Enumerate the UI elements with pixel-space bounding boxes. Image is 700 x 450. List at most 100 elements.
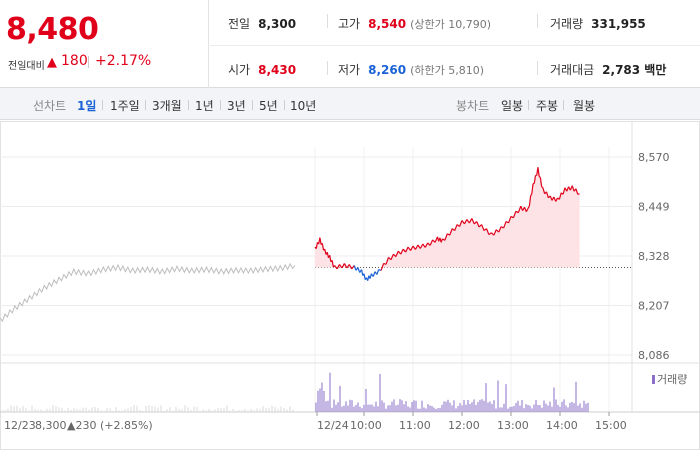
price-segment	[331, 260, 334, 268]
x-tick-label: 10:00	[350, 419, 382, 432]
price-segment	[315, 242, 319, 249]
divider	[252, 100, 253, 110]
up-arrow-icon: ▲	[47, 55, 57, 70]
stat-low: 저가 8,260 (하한가 5,810)	[338, 61, 484, 78]
price-segment	[562, 187, 566, 195]
price-segment	[449, 228, 453, 236]
price-segment	[512, 211, 517, 219]
price-segment	[321, 243, 325, 251]
price-segment	[527, 205, 530, 209]
price-segment	[553, 196, 557, 202]
price-segment	[360, 269, 364, 276]
price-segment	[555, 197, 559, 202]
stat-prev-close: 전일 8,300	[228, 15, 296, 32]
price-segment	[539, 177, 543, 187]
price-segment	[319, 237, 322, 245]
stat-value: 8,260	[368, 63, 407, 77]
stat-amount: 거래대금 2,783 백만	[550, 61, 666, 78]
stat-label: 고가	[338, 17, 361, 31]
x-tick-label: 12/24	[317, 419, 349, 432]
stat-label: 저가	[338, 63, 361, 77]
price-segment	[461, 220, 465, 225]
prev-day-line	[0, 262, 296, 323]
price-segment	[528, 195, 532, 207]
tab-10-years[interactable]: 10년	[290, 99, 317, 113]
tab-monthly-candle[interactable]: 월봉	[573, 99, 596, 113]
tab-3-years[interactable]: 3년	[227, 99, 246, 113]
price-segment	[357, 267, 361, 273]
quote-header: 8,480 전일대비 ▲ 180 +2.17% 전일 8,300 고가 8,540(…	[0, 0, 700, 88]
tab-1-day[interactable]: 1일	[77, 99, 97, 113]
price-segment	[346, 264, 350, 269]
volume-legend-swatch	[652, 375, 655, 384]
divider	[102, 100, 103, 110]
price-segment	[434, 236, 439, 243]
upper-limit: (상한가 10,790)	[410, 18, 491, 31]
price-segment	[488, 232, 492, 236]
price-segment	[341, 263, 345, 269]
stat-label: 전일	[228, 17, 251, 31]
price-segment	[385, 257, 390, 265]
chart-tab-bar: 선차트 1일 1주일 3개월 1년 3년 5년 10년 봉차트 일봉 주봉 월봉	[0, 88, 700, 120]
candle-chart-label: 봉차트	[456, 99, 490, 113]
price-segment	[412, 245, 416, 250]
price-segment	[517, 205, 522, 213]
price-segment	[545, 191, 549, 199]
divider	[220, 100, 221, 110]
prev-day-close: 8,300	[35, 419, 67, 432]
price-segment	[454, 224, 458, 231]
x-tick-label: 11:00	[399, 419, 431, 432]
tab-1-week[interactable]: 1주일	[110, 99, 140, 113]
price-segment	[507, 216, 512, 224]
x-tick-label: 14:00	[546, 419, 578, 432]
tab-daily-candle[interactable]: 일봉	[501, 99, 524, 113]
divider	[327, 14, 328, 28]
divider	[327, 61, 328, 75]
price-segment	[395, 250, 399, 257]
tab-1-year[interactable]: 1년	[195, 99, 214, 113]
tab-5-years[interactable]: 5년	[259, 99, 278, 113]
y-tick-label: 8,328	[638, 250, 670, 263]
divider	[537, 14, 538, 28]
price-segment	[334, 265, 338, 270]
price-segment	[414, 244, 419, 250]
intraday-price-chart[interactable]: 8,570 8,449 8,328 8,207 8,086 거래량 12/24 10:00 11…	[0, 121, 700, 450]
price-segment	[363, 273, 366, 280]
x-tick-label: 13:00	[497, 419, 529, 432]
prev-day-date: 12/23	[4, 419, 36, 432]
change-value: 180	[61, 53, 88, 69]
divider	[563, 100, 564, 110]
price-segment	[419, 243, 424, 249]
price-segment	[531, 183, 534, 194]
price-segment	[485, 228, 490, 235]
price-summary: 8,480 전일대비 ▲ 180 +2.17%	[0, 0, 209, 88]
price-segment	[538, 175, 541, 178]
current-price: 8,480	[6, 12, 99, 47]
stat-value: 8,300	[258, 17, 297, 31]
price-segment	[422, 243, 426, 248]
tab-3-months[interactable]: 3개월	[152, 99, 182, 113]
price-segment	[503, 221, 507, 229]
price-segment	[520, 205, 524, 211]
price-segment	[348, 264, 353, 270]
price-segment	[380, 263, 385, 271]
price-segment	[353, 265, 357, 271]
stat-label: 거래량	[550, 17, 584, 31]
price-segment	[463, 219, 468, 225]
divider	[537, 61, 538, 75]
divider	[145, 100, 146, 110]
price-segment	[542, 187, 546, 194]
divider	[88, 56, 89, 68]
price-segment	[410, 245, 414, 251]
price-segment	[493, 229, 497, 236]
price-segment	[525, 207, 529, 212]
tab-weekly-candle[interactable]: 주봉	[536, 99, 559, 113]
price-segment	[405, 246, 409, 253]
change-percent: +2.17%	[95, 53, 152, 69]
stat-value: 8,540	[368, 17, 407, 31]
price-segment	[571, 185, 575, 192]
stat-label: 거래대금	[550, 63, 595, 77]
price-segment	[372, 271, 376, 277]
price-segment	[390, 253, 394, 260]
stat-value: 2,783 백만	[602, 63, 667, 77]
